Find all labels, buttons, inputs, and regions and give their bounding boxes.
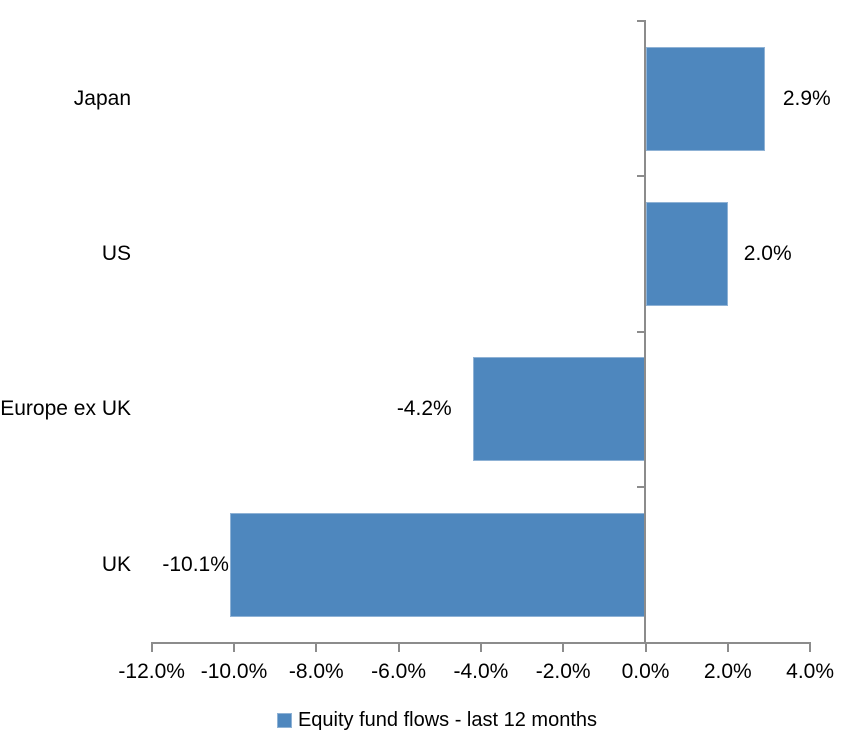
x-axis-tick: [233, 644, 235, 652]
category-label: Japan: [73, 86, 131, 110]
x-axis-tick: [562, 644, 565, 652]
data-label: -10.1%: [162, 552, 229, 576]
x-axis-tick: [397, 644, 400, 652]
y-axis-tick: [636, 20, 646, 22]
legend-series-label: Equity fund flows - last 12 months: [297, 709, 598, 731]
x-axis-tick-label: -4.0%: [453, 660, 509, 683]
x-axis-tick-label: -12.0%: [118, 660, 185, 683]
bar-europe-ex-uk: [472, 357, 646, 462]
legend: Equity fund flows - last 12 months: [0, 709, 852, 731]
category-label: US: [101, 242, 131, 266]
x-axis-tick: [809, 644, 812, 652]
bar-us: [645, 202, 728, 307]
x-axis-tick-label: 4.0%: [786, 660, 835, 683]
x-axis-tick-label: 0.0%: [621, 660, 670, 683]
x-axis-tick: [644, 644, 647, 652]
data-label: 2.0%: [743, 242, 792, 266]
bar-japan: [645, 46, 765, 151]
category-label: Europe ex UK: [0, 397, 131, 421]
x-axis-tick-label: -6.0%: [371, 660, 427, 683]
bar-uk: [229, 512, 646, 617]
x-axis-tick-label: 2.0%: [703, 660, 752, 683]
y-axis-tick: [636, 486, 646, 489]
y-axis-tick: [636, 330, 646, 333]
x-axis-tick-label: -2.0%: [535, 660, 591, 683]
x-axis-tick: [479, 644, 482, 652]
legend-swatch-icon: [276, 712, 292, 728]
x-axis-tick: [315, 644, 318, 652]
category-label: UK: [101, 552, 131, 576]
data-label: -4.2%: [396, 397, 452, 421]
x-axis-tick: [150, 644, 153, 652]
x-axis-tick: [726, 644, 729, 652]
x-axis-tick-label: -8.0%: [288, 660, 344, 683]
data-label: 2.9%: [782, 86, 831, 110]
x-axis-line: [151, 642, 811, 644]
x-axis-tick-label: -10.0%: [200, 660, 268, 683]
y-axis-tick: [636, 175, 646, 178]
